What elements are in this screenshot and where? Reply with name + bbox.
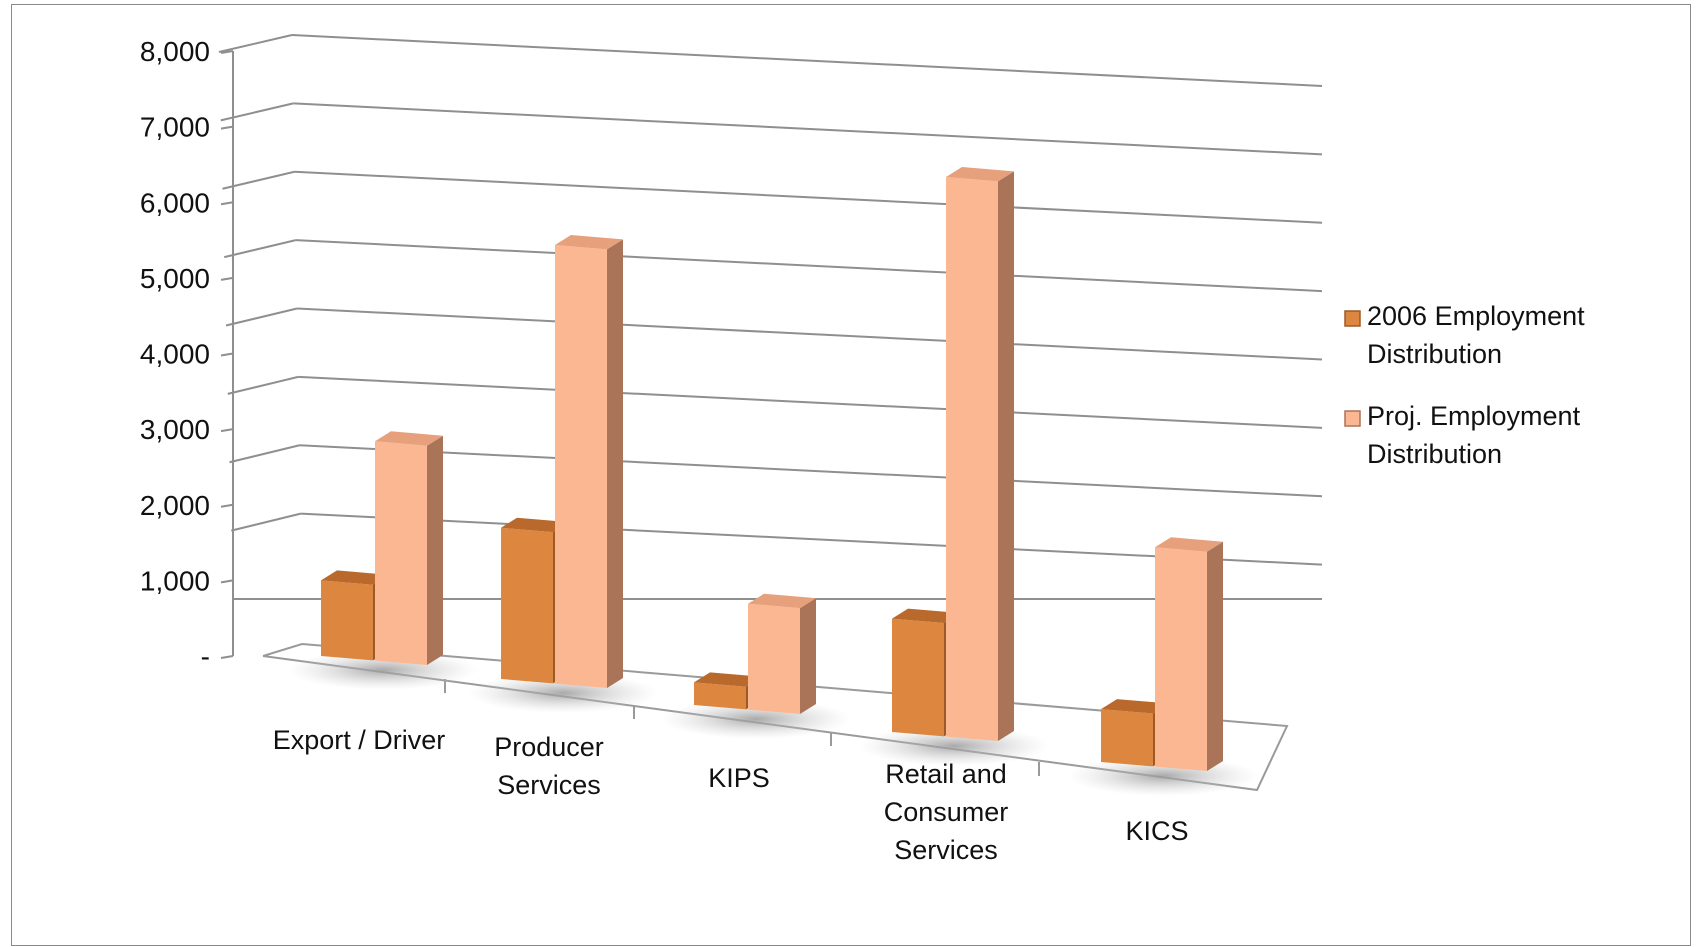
category-label: Producer Services (494, 732, 604, 800)
bar-side (427, 435, 443, 666)
legend-label: Proj. Employment Distribution (1367, 401, 1581, 469)
y-tick-label: 6,000 (140, 187, 210, 218)
gridline-left (225, 307, 298, 327)
y-axis-tick (220, 428, 234, 433)
bar-top (946, 166, 1014, 182)
gridline-left (218, 34, 293, 53)
bar (946, 166, 1014, 742)
y-tick-label: 8,000 (140, 36, 210, 67)
gridline-left (227, 375, 299, 395)
bar (555, 234, 623, 689)
y-tick-label: 1,000 (140, 565, 210, 596)
y-tick-labels: - 1,000 2,000 3,000 4,000 5,000 6,000 7,000 8,00… (140, 36, 210, 672)
gridline-back (293, 102, 1323, 156)
y-tick-label: 5,000 (140, 263, 210, 294)
legend-item: Proj. Employment Distribution (1344, 401, 1581, 469)
legend-item: 2006 Employment Distribution (1344, 301, 1585, 369)
category-label-line: Services (894, 835, 998, 865)
gridline-left (222, 170, 295, 190)
legend-label: 2006 Employment Distribution (1367, 301, 1585, 369)
category-label: KIPS (708, 763, 770, 793)
gridline-back (300, 512, 1323, 566)
y-axis-tick (220, 50, 234, 54)
category-label: Retail and Consumer Services (884, 759, 1009, 865)
y-tick-label: 2,000 (140, 490, 210, 521)
bar-side (1207, 541, 1223, 772)
legend-label-line: 2006 Employment (1367, 301, 1585, 331)
gridlines (218, 34, 1323, 600)
legend-label-line: Proj. Employment (1367, 401, 1581, 431)
bars (321, 166, 1223, 772)
bar-top (1101, 699, 1169, 714)
y-axis-tick (220, 276, 234, 281)
category-label-line: Producer (494, 732, 604, 762)
bar-front (1101, 709, 1153, 767)
y-tick-label: 3,000 (140, 414, 210, 445)
y-axis-tick (220, 352, 234, 357)
category-label-line: KIPS (708, 763, 770, 793)
employment-chart: - 1,000 2,000 3,000 4,000 5,000 6,000 7,000 8,00… (140, 34, 1585, 865)
gridline-back (298, 375, 1323, 429)
bar (375, 431, 443, 666)
chart-frame: - 1,000 2,000 3,000 4,000 5,000 6,000 7,000 8,00… (11, 4, 1691, 946)
bar-front (321, 580, 373, 661)
category-label-line: Consumer (884, 797, 1009, 827)
bar-front (748, 603, 800, 715)
y-tick-label: 7,000 (140, 112, 210, 143)
bar-top (1155, 537, 1223, 552)
bar-front (555, 244, 607, 689)
category-label-line: KICS (1125, 816, 1188, 846)
bar-top (555, 234, 623, 250)
gridline-back (294, 170, 1323, 224)
y-tick-label: 4,000 (140, 339, 210, 370)
bar-top (694, 672, 762, 687)
legend-label-line: Distribution (1367, 339, 1502, 369)
bar-top (892, 608, 960, 623)
y-axis-tick (220, 201, 234, 206)
bar-front (501, 527, 553, 684)
category-label-line: Services (497, 770, 601, 800)
legend-swatch (1344, 310, 1361, 327)
gridline-back (295, 239, 1323, 293)
bar-side (998, 171, 1014, 742)
category-label-line: Export / Driver (273, 725, 446, 755)
bar-side (800, 598, 816, 715)
bar-front (375, 441, 427, 666)
bar-top (748, 593, 816, 609)
gridline-left (229, 444, 300, 464)
legend-swatch (1344, 410, 1361, 427)
y-axis-tick (220, 503, 234, 508)
legend-label-line: Distribution (1367, 439, 1502, 469)
bar (1155, 537, 1223, 772)
category-label-line: Retail and (885, 759, 1007, 789)
gridline-back (291, 34, 1323, 87)
bar-top (375, 431, 443, 446)
y-axis-tick (220, 655, 234, 659)
bar-top (501, 517, 569, 533)
category-label: KICS (1125, 816, 1188, 846)
bar-top (321, 570, 389, 585)
gridline-back (296, 307, 1323, 361)
y-tick-label: - (201, 641, 210, 672)
bar-front (1155, 547, 1207, 772)
bar-front (946, 176, 998, 742)
category-labels: Export / Driver Producer Services KIPS Retai… (273, 725, 1189, 865)
y-axis-tick (220, 579, 234, 584)
bar (748, 593, 816, 715)
gridline-back (299, 444, 1323, 498)
gridline-left (231, 512, 301, 532)
category-label: Export / Driver (273, 725, 446, 755)
bar-front (892, 618, 944, 737)
bar-side (607, 239, 623, 689)
y-axis-tick (220, 125, 234, 130)
bar-front (694, 682, 746, 710)
gridline-left (224, 239, 296, 259)
gridline-left (220, 102, 294, 122)
